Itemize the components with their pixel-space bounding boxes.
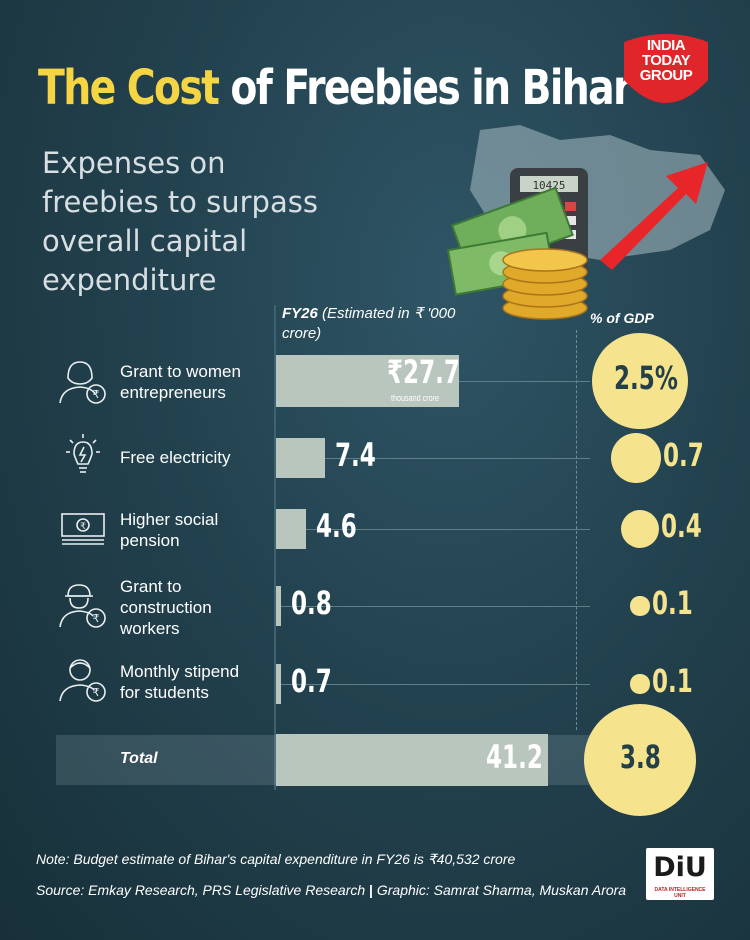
category-label-construction: Grant to construction workers — [120, 577, 212, 638]
logo-text: INDIA TODAY GROUP — [639, 37, 693, 84]
category-label-women: Grant to women entrepreneurs — [120, 362, 241, 402]
note: Note: Budget estimate of Bihar's capital… — [36, 851, 516, 867]
fy26-column-header: FY26 (Estimated in ₹ '000 crore) — [282, 305, 456, 342]
fy26-bar-unit-label: thousand crore — [390, 393, 439, 403]
page-title: The Cost of Freebies in Bihar — [38, 60, 632, 116]
gdp-circle — [592, 333, 688, 429]
svg-text:10425: 10425 — [532, 179, 565, 192]
fy26-bar — [276, 586, 282, 626]
total-bar-label: 41.2 — [486, 738, 543, 776]
category-label-stipend: Monthly stipend for students — [120, 662, 240, 702]
row-guide-line — [324, 458, 590, 459]
gdp-circle — [610, 432, 662, 484]
credit-text: Graphic: Samrat Sharma, Muskan Arora — [376, 882, 627, 898]
bar-axis-line — [274, 305, 276, 790]
diu-logo-subtext: DATA INTELLIGENCE UNIT — [654, 887, 706, 899]
source-line: Source: Emkay Research, PRS Legislative … — [36, 882, 626, 898]
title-rest: of Freebies in Bihar — [218, 60, 632, 116]
gdp-value-label: 0.1 — [651, 584, 693, 622]
fy26-bar-label: 4.6 — [316, 507, 358, 545]
gdp-value-label: 0.7 — [663, 436, 705, 474]
category-label-electricity: Free electricity — [120, 448, 231, 467]
woman-rupee-icon: ₹ — [59, 361, 106, 404]
row-guide-line — [458, 381, 590, 382]
diu-logo-text: DiU — [653, 852, 707, 883]
total-bar — [276, 734, 548, 786]
subtitle: Expenses on freebies to surpass overall … — [42, 146, 318, 297]
lightbulb-icon — [66, 434, 100, 473]
total-gdp-label: 3.8 — [620, 738, 661, 776]
gdp-circle — [620, 509, 660, 549]
gdp-divider-line — [576, 330, 577, 730]
svg-text:₹: ₹ — [80, 521, 86, 531]
svg-text:₹: ₹ — [93, 389, 100, 401]
row-guide-line — [280, 684, 590, 685]
gdp-circle — [630, 596, 650, 616]
title-highlight: The Cost — [38, 60, 220, 116]
gdp-value-label: 2.5% — [614, 359, 678, 397]
fy26-bar — [276, 664, 281, 704]
gdp-value-label: 0.1 — [651, 662, 693, 700]
category-label-pension: Higher social pension — [120, 510, 219, 550]
fy26-bar — [276, 438, 325, 478]
diu-logo-icon — [646, 848, 714, 900]
fy26-bar-label: ₹27.7 — [386, 353, 460, 391]
svg-text:₹: ₹ — [93, 687, 100, 699]
svg-text:₹: ₹ — [93, 613, 100, 625]
total-gdp-circle — [584, 704, 696, 816]
gdp-value-label: 0.4 — [661, 507, 703, 545]
worker-rupee-icon: ₹ — [59, 584, 106, 628]
banknote-icon: ₹ — [61, 513, 105, 545]
fy26-bar-label: 7.4 — [334, 436, 376, 474]
fy26-bar — [276, 509, 307, 549]
gdp-circle — [630, 674, 650, 694]
source-text: Source: Emkay Research, PRS Legislative … — [36, 882, 366, 898]
student-rupee-icon: ₹ — [59, 659, 106, 702]
row-guide-line — [306, 529, 590, 530]
fy26-bar-label: 0.8 — [291, 584, 333, 622]
row-guide-line — [281, 606, 590, 607]
fy26-bar — [276, 355, 459, 407]
total-label: Total — [120, 750, 158, 767]
gdp-column-header: % of GDP — [590, 310, 654, 326]
india-today-logo-icon — [624, 34, 708, 103]
source-separator: | — [369, 882, 373, 898]
fy26-bar-label: 0.7 — [290, 662, 332, 700]
money-calculator-arrow-illustration-icon: 10425 — [446, 125, 725, 320]
